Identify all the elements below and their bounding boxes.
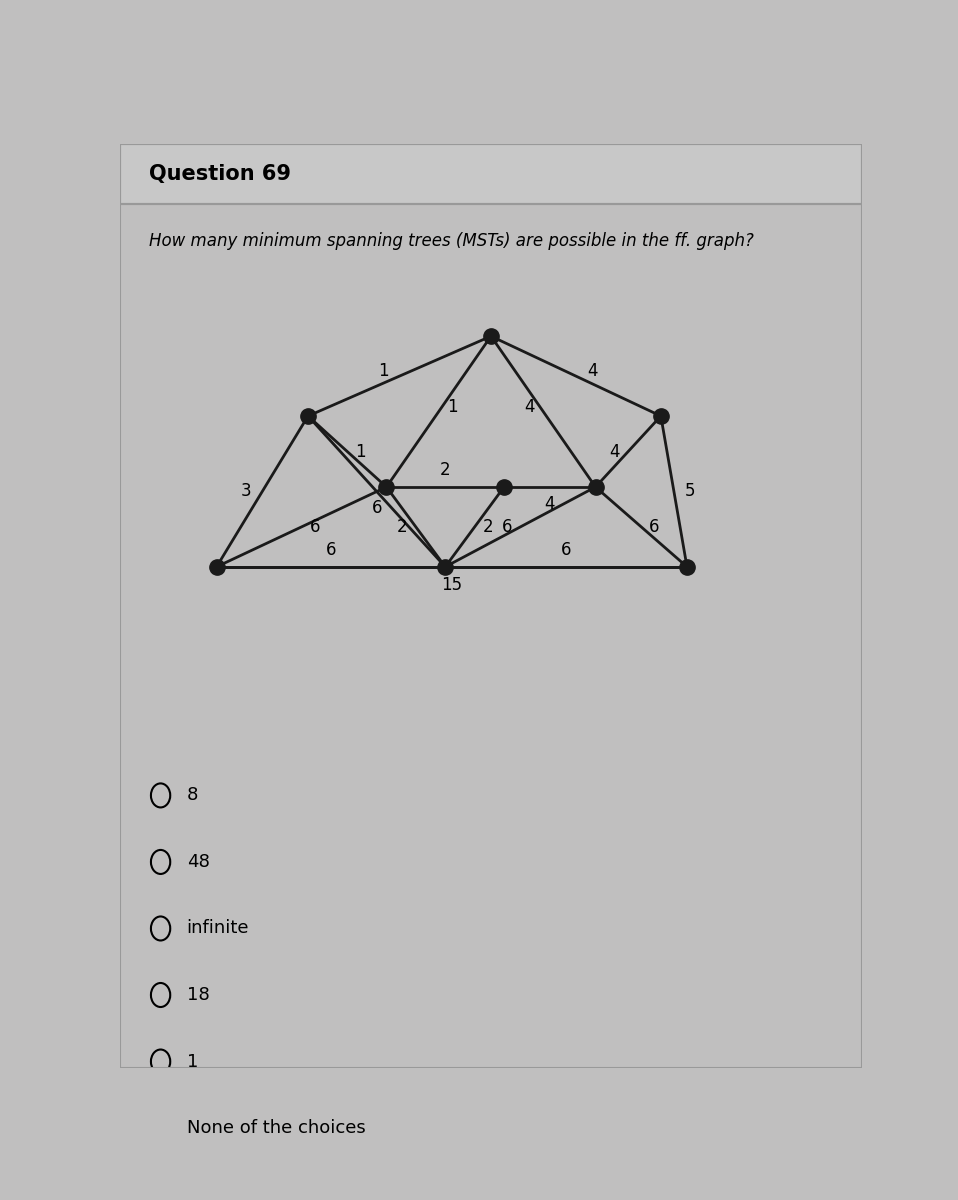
Text: 15: 15: [442, 576, 463, 594]
Text: 4: 4: [544, 494, 555, 512]
Text: 1: 1: [187, 1052, 198, 1070]
Text: 3: 3: [240, 482, 251, 500]
Text: Question 69: Question 69: [149, 164, 291, 185]
Text: How many minimum spanning trees (MSTs) are possible in the ff. graph?: How many minimum spanning trees (MSTs) a…: [149, 232, 754, 250]
Text: 6: 6: [372, 499, 382, 517]
Text: 48: 48: [187, 853, 210, 871]
Text: 2: 2: [398, 518, 408, 536]
Text: None of the choices: None of the choices: [187, 1120, 365, 1138]
FancyBboxPatch shape: [120, 144, 862, 204]
Text: 6: 6: [502, 518, 513, 536]
Text: 5: 5: [685, 482, 696, 500]
Text: 1: 1: [446, 398, 457, 416]
Text: 18: 18: [187, 986, 209, 1004]
Text: 6: 6: [326, 541, 336, 559]
Text: 6: 6: [309, 518, 320, 536]
Text: 8: 8: [187, 786, 198, 804]
Text: 4: 4: [525, 398, 536, 416]
Text: 6: 6: [560, 541, 571, 559]
Text: 2: 2: [440, 461, 450, 479]
Text: infinite: infinite: [187, 919, 249, 937]
Text: 6: 6: [650, 518, 660, 536]
Text: 1: 1: [377, 362, 389, 380]
Text: 2: 2: [483, 518, 493, 536]
Text: 4: 4: [587, 362, 598, 380]
Text: 1: 1: [355, 443, 366, 461]
Text: 4: 4: [609, 443, 620, 461]
